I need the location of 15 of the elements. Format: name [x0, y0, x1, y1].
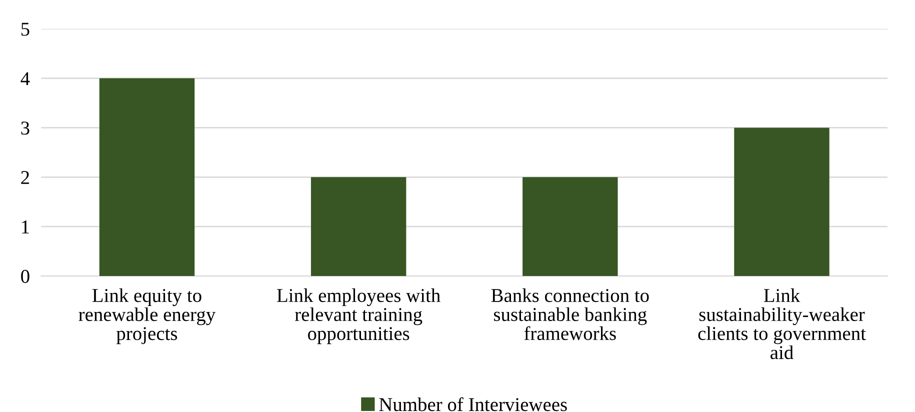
- x-tick-label: Banks connection to sustainable banking frameworks: [491, 288, 649, 340]
- y-tick-label: 2: [21, 171, 29, 184]
- bar: [522, 177, 618, 276]
- bar: [734, 128, 830, 276]
- x-tick-label: Link sustainability-weaker clients to government aid: [698, 288, 866, 360]
- y-tick-label: 5: [21, 22, 30, 36]
- bar: [310, 177, 406, 276]
- bar: [99, 78, 195, 276]
- y-tick-label: 4: [20, 72, 30, 86]
- x-tick-label: Link employees with relevant training opportunities: [277, 288, 440, 344]
- x-tick-label: Link equity to renewable energy projects: [78, 288, 216, 344]
- y-tick-label: 0: [21, 270, 30, 283]
- legend-label: Number of Interviewees: [379, 397, 567, 412]
- y-tick-label: 1: [22, 220, 29, 234]
- y-tick-label: 3: [21, 122, 30, 135]
